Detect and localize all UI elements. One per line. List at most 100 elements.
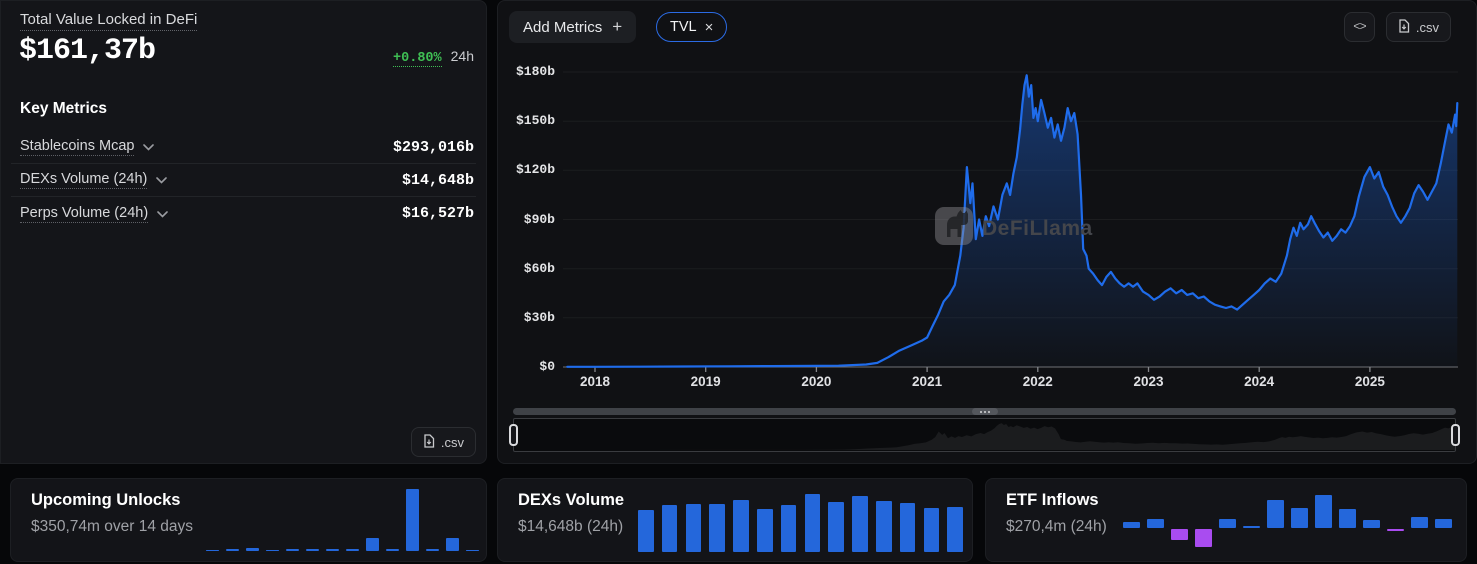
y-tick-label: $60b: [523, 260, 555, 276]
mini-bar: [733, 499, 749, 552]
code-icon: <>: [1353, 20, 1366, 34]
metric-row-dexs-volume[interactable]: DEXs Volume (24h) $14,648b: [11, 164, 476, 197]
mini-bar: [804, 494, 821, 552]
mini-bar: [206, 549, 219, 551]
dexs-mini-bar-chart: [638, 488, 971, 552]
scrollbar-grip[interactable]: [972, 408, 998, 415]
card-subtitle: $350,74m over 14 days: [31, 518, 193, 535]
mini-bar: [899, 503, 916, 552]
mini-bar: [709, 503, 725, 552]
unlocks-mini-bar-chart: [206, 485, 486, 551]
mini-bar: [306, 549, 319, 551]
mini-bar: [947, 506, 963, 552]
add-metrics-button[interactable]: Add Metrics +: [509, 11, 637, 43]
upcoming-unlocks-card[interactable]: Upcoming Unlocks $350,74m over 14 days: [10, 478, 487, 562]
embed-code-button[interactable]: <>: [1344, 12, 1375, 42]
metric-row-perps-volume[interactable]: Perps Volume (24h) $16,527b: [11, 197, 476, 230]
card-subtitle: $14,648b (24h): [518, 518, 624, 535]
chevron-down-icon: [156, 171, 168, 189]
mini-bar: [466, 549, 479, 551]
y-tick-label: $90b: [523, 211, 555, 227]
mini-bar: [1171, 529, 1188, 541]
chart-download-csv-button[interactable]: .csv: [1385, 12, 1451, 42]
dexs-volume-card[interactable]: DEXs Volume $14,648b (24h): [497, 478, 973, 562]
metric-value: $14,648b: [401, 171, 474, 189]
mini-bar: [828, 502, 844, 552]
card-title: ETF Inflows: [1006, 491, 1099, 509]
mini-bar: [1387, 529, 1404, 531]
mini-bar: [852, 495, 868, 552]
mini-bar: [1267, 500, 1284, 528]
csv-button-label: .csv: [440, 434, 464, 450]
x-tick-label: 2025: [1354, 374, 1385, 389]
mini-bar: [1243, 526, 1260, 528]
mini-bar: [406, 489, 419, 551]
mini-bar: [1195, 529, 1212, 548]
etf-inflows-card[interactable]: ETF Inflows $270,4m (24h): [985, 478, 1467, 562]
mini-bar: [780, 505, 797, 552]
metric-row-stablecoins-mcap[interactable]: Stablecoins Mcap $293,016b: [11, 131, 476, 164]
x-tick-label: 2019: [690, 374, 721, 389]
tvl-title: Total Value Locked in DeFi: [20, 11, 198, 31]
y-tick-label: $30b: [523, 309, 555, 325]
chevron-down-icon: [157, 205, 168, 223]
mini-bar: [876, 500, 892, 552]
mini-bar: [685, 503, 702, 552]
mini-bar: [326, 549, 339, 551]
tvl-metric-chip[interactable]: TVL ×: [656, 12, 728, 42]
chevron-down-icon: [143, 138, 155, 156]
key-metrics-heading: Key Metrics: [20, 100, 108, 117]
y-tick-label: $180b: [515, 64, 555, 79]
mini-bar: [246, 547, 259, 551]
add-metrics-label: Add Metrics: [523, 18, 603, 36]
x-tick-label: 2023: [1133, 374, 1164, 389]
download-csv-button[interactable]: .csv: [410, 427, 476, 457]
y-tick-label: $120b: [515, 162, 555, 178]
mini-bar: [1363, 519, 1380, 528]
file-download-icon: [1398, 18, 1410, 36]
mini-bar: [757, 509, 773, 552]
mini-bar: [266, 549, 279, 551]
metric-label: Perps Volume (24h): [20, 204, 149, 223]
mini-bar: [1411, 516, 1428, 528]
mini-bar: [286, 549, 299, 551]
tvl-area-chart[interactable]: [498, 1, 1477, 465]
mini-bar: [1123, 521, 1140, 528]
metric-value: $293,016b: [392, 138, 474, 156]
mini-bar: [346, 549, 359, 551]
tvl-chart-panel: Add Metrics + TVL × <> .csv $180b $150b $1…: [497, 0, 1477, 464]
x-tick-label: 2021: [912, 374, 943, 389]
x-tick-label: 2018: [579, 374, 610, 389]
chart-horizontal-scrollbar[interactable]: [513, 408, 1456, 415]
file-download-icon: [423, 433, 435, 451]
close-icon[interactable]: ×: [704, 18, 714, 36]
mini-bar: [426, 549, 439, 551]
csv-button-label: .csv: [1415, 19, 1439, 35]
mini-bar: [1315, 495, 1332, 528]
mini-bar: [1147, 518, 1164, 528]
mini-bar: [446, 537, 459, 551]
tvl-change-period: 24h: [450, 48, 474, 64]
tvl-chip-label: TVL: [670, 19, 697, 35]
etf-mini-bar-chart: [1123, 491, 1459, 559]
mini-bar: [1435, 518, 1452, 528]
x-tick-label: 2020: [801, 374, 832, 389]
mini-bar: [661, 505, 678, 552]
mini-bar: [1339, 508, 1356, 528]
x-tick-label: 2022: [1022, 374, 1053, 389]
mini-bar: [638, 510, 654, 552]
mini-bar: [923, 507, 940, 552]
brush-handle-right[interactable]: [1451, 424, 1460, 446]
metric-label: Stablecoins Mcap: [20, 138, 135, 156]
tvl-change-wrap: +0.80% 24h: [393, 48, 474, 67]
metric-label: DEXs Volume (24h): [20, 171, 148, 189]
card-title: DEXs Volume: [518, 491, 625, 509]
tvl-change-percent: +0.80%: [393, 51, 442, 67]
plus-icon: +: [612, 17, 623, 36]
brush-handle-left[interactable]: [509, 424, 518, 446]
timeline-brush[interactable]: [509, 418, 1460, 452]
card-subtitle: $270,4m (24h): [1006, 518, 1107, 535]
card-title: Upcoming Unlocks: [31, 491, 181, 509]
tvl-summary-panel: Total Value Locked in DeFi $161,37b +0.8…: [0, 0, 487, 464]
